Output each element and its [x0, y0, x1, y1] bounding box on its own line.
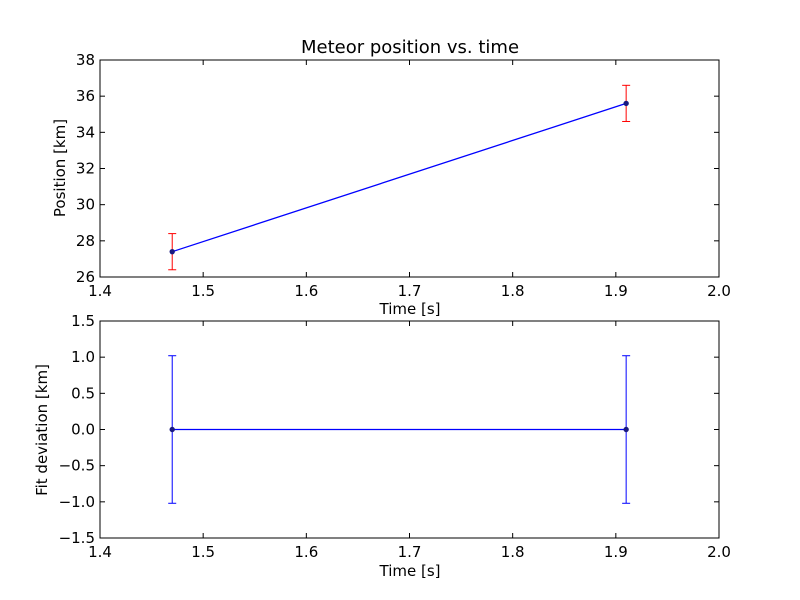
position-xtick-label: 1.8 — [501, 282, 525, 300]
deviation-xtick-label: 1.8 — [501, 543, 525, 561]
position-ytick-label: 34 — [76, 123, 95, 141]
position-chart: Meteor position vs. time Time [s] Positi… — [51, 37, 731, 318]
position-xtick-label: 2.0 — [707, 282, 731, 300]
deviation-ytick-label: −1.0 — [59, 493, 95, 511]
deviation-chart-xlabel: Time [s] — [379, 562, 441, 580]
position-xtick-label: 1.7 — [398, 282, 422, 300]
position-chart-marks: 1.4 1.5 1.6 1.7 1.8 1.9 2.0 26 28 30 32 34 36 38 — [76, 51, 731, 300]
deviation-ytick-label: 1.0 — [71, 348, 95, 366]
position-chart-xlabel: Time [s] — [379, 300, 441, 318]
deviation-xtick-label: 2.0 — [707, 543, 731, 561]
deviation-xtick-label: 1.9 — [604, 543, 628, 561]
position-ytick-label: 28 — [76, 232, 95, 250]
deviation-xtick-label: 1.5 — [191, 543, 215, 561]
deviation-data-point — [623, 426, 629, 433]
deviation-chart-marks: 1.4 1.5 1.6 1.7 1.8 1.9 2.0 −1.5 −1.0 −0.5 0.0 0.5 1… — [59, 312, 731, 561]
position-xtick-label: 1.9 — [604, 282, 628, 300]
deviation-chart: Time [s] Fit deviation [km] 1.4 1.5 1.6 1.7… — [33, 312, 731, 580]
position-chart-ylabel: Position [km] — [51, 119, 69, 217]
deviation-ytick-label: 0.0 — [71, 421, 95, 439]
deviation-ytick-label: −1.5 — [59, 529, 95, 547]
position-data-point — [169, 248, 175, 255]
deviation-data-point — [169, 426, 175, 433]
position-ytick-label: 38 — [76, 51, 95, 69]
deviation-ytick-label: 0.5 — [71, 384, 95, 402]
deviation-xtick-label: 1.7 — [398, 543, 422, 561]
position-chart-title: Meteor position vs. time — [301, 37, 519, 58]
position-ytick-label: 26 — [76, 268, 95, 286]
position-ytick-label: 32 — [76, 160, 95, 178]
position-xtick-label: 1.4 — [88, 282, 112, 300]
position-data-point — [623, 100, 629, 107]
position-xtick-label: 1.6 — [294, 282, 318, 300]
position-xtick-label: 1.5 — [191, 282, 215, 300]
position-ytick-label: 36 — [76, 87, 95, 105]
deviation-chart-ylabel: Fit deviation [km] — [33, 364, 51, 496]
deviation-ytick-label: −0.5 — [59, 457, 95, 475]
deviation-xtick-label: 1.6 — [294, 543, 318, 561]
position-series-line — [172, 102, 627, 253]
deviation-xtick-label: 1.4 — [88, 543, 112, 561]
position-ytick-label: 30 — [76, 196, 95, 214]
deviation-ytick-label: 1.5 — [71, 312, 95, 330]
